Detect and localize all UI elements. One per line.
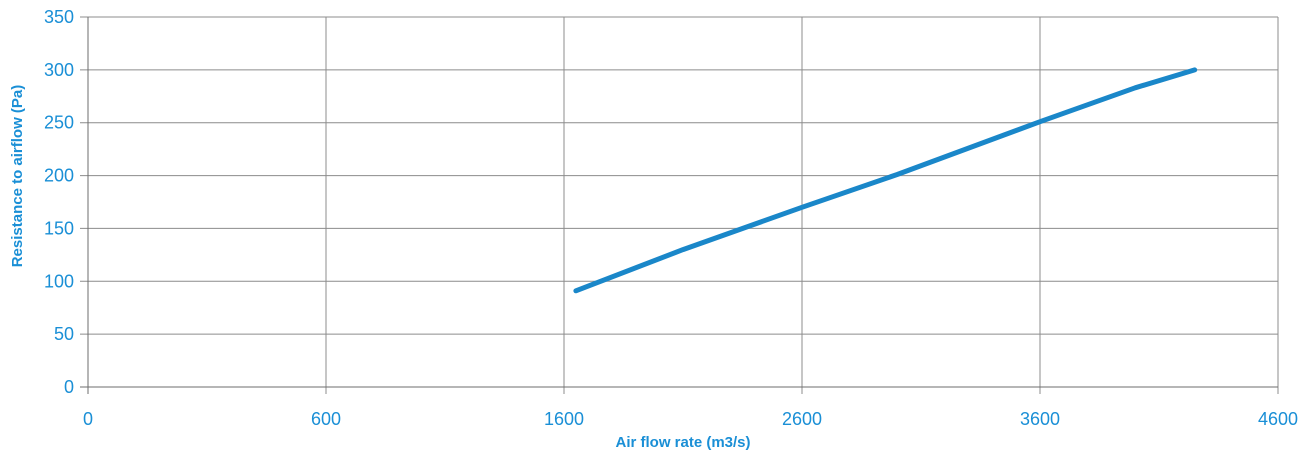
y-tick-label: 300 — [44, 60, 74, 80]
y-tick-label: 100 — [44, 271, 74, 291]
x-tick-label: 0 — [83, 409, 93, 429]
y-tick-label: 350 — [44, 7, 74, 27]
series-layer — [573, 67, 1198, 294]
y-axis-title: Resistance to airflow (Pa) — [9, 85, 26, 268]
axes — [80, 17, 1278, 394]
x-axis-title: Air flow rate (m3/s) — [615, 434, 750, 451]
y-tick-label: 50 — [54, 324, 74, 344]
x-tick-label: 2600 — [782, 409, 822, 429]
tick-labels: 0 50 100 150 200 250 300 350 0 600 1600 2600 3600 460… — [44, 7, 1298, 429]
x-tick-label: 600 — [311, 409, 341, 429]
y-tick-label: 150 — [44, 218, 74, 238]
x-tick-label: 1600 — [544, 409, 584, 429]
x-tick-label: 3600 — [1020, 409, 1060, 429]
y-tick-label: 250 — [44, 113, 74, 133]
y-tick-label: 0 — [64, 377, 74, 397]
series-line — [573, 67, 1198, 294]
grid — [80, 16, 1279, 394]
x-tick-label: 4600 — [1258, 409, 1298, 429]
y-tick-label: 200 — [44, 166, 74, 186]
